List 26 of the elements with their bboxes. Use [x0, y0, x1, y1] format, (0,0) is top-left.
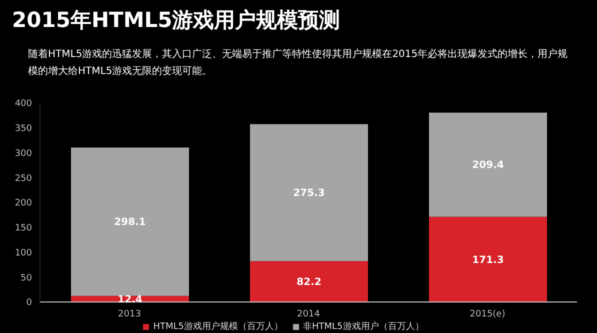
data-label: 171.3 — [472, 254, 504, 266]
chart-title: 2015年HTML5游戏用户规模预测 — [12, 7, 340, 34]
x-tick-label: 2014 — [297, 309, 320, 320]
y-tick-label: 200 — [14, 198, 32, 209]
y-tick-label: 300 — [14, 148, 32, 159]
data-label: 298.1 — [114, 217, 146, 228]
legend-label: 非HTML5游戏用户（百万人） — [303, 322, 424, 332]
bar — [429, 112, 547, 217]
y-tick-label: 400 — [14, 99, 32, 110]
bar — [71, 148, 189, 296]
data-label: 209.4 — [472, 160, 504, 172]
legend-label: HTML5游戏用户规模（百万人） — [153, 322, 283, 332]
x-tick-label: 2015(e) — [470, 309, 506, 320]
data-label: 275.3 — [293, 188, 325, 200]
bar — [429, 216, 547, 302]
y-tick-label: 150 — [14, 224, 32, 234]
y-tick-label: 250 — [14, 174, 32, 184]
y-tick-label: 0 — [26, 298, 32, 308]
y-tick-label: 100 — [14, 248, 32, 258]
y-tick-label: 350 — [14, 124, 32, 134]
bar — [250, 261, 368, 302]
y-tick-label: 50 — [20, 273, 32, 284]
data-label: 82.2 — [296, 277, 322, 288]
chart-subtitle: 随着HTML5游戏的迅猛发展，其入口广泛、无端易于推广等特性使得其用户规模在2015年必将出现爆发式的增长，用户规模的增大给HTML5游戏无限的变现可能。 — [28, 48, 568, 79]
bar — [250, 124, 368, 262]
x-tick-label: 2013 — [118, 309, 141, 320]
